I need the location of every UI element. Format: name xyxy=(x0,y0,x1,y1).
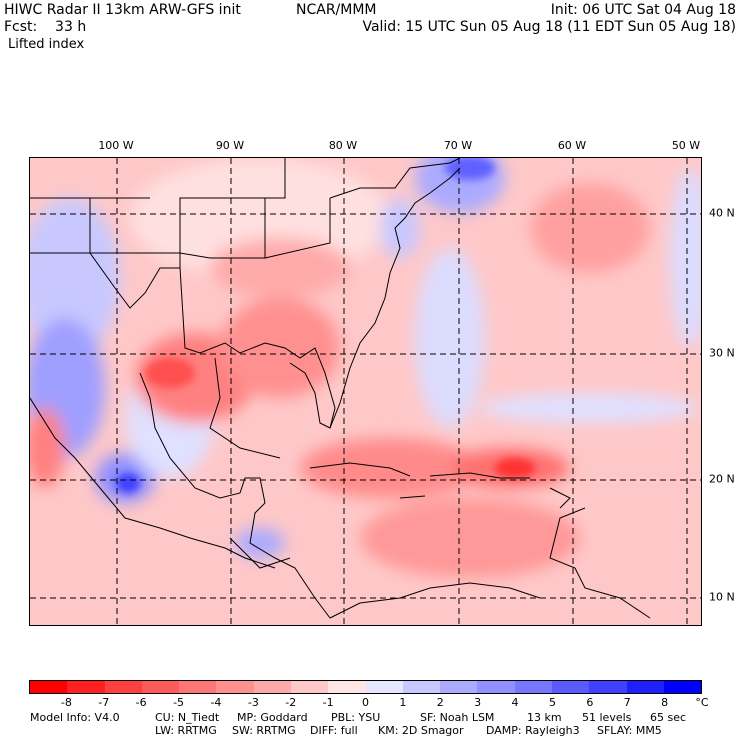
lon-label-80w: 80 W xyxy=(328,139,358,152)
colorbar-tick-label: -4 xyxy=(210,696,222,709)
footer-damp: DAMP: Rayleigh3 xyxy=(486,724,580,737)
map-svg xyxy=(30,158,701,625)
colorbar-tick-label: -7 xyxy=(98,696,110,709)
colorbar-tick-label: 6 xyxy=(586,696,594,709)
colorbar-tick-label: 4 xyxy=(511,696,519,709)
colorbar-tick-label: -6 xyxy=(135,696,147,709)
header-init-time: Init: 06 UTC Sat 04 Aug 18 xyxy=(550,2,736,18)
field-highlights xyxy=(116,158,535,493)
colorbar-swatch xyxy=(477,681,515,693)
header-institution: NCAR/MMM xyxy=(296,2,377,18)
footer-diff: DIFF: full xyxy=(310,724,358,737)
colorbar-tick-label: 2 xyxy=(436,696,444,709)
colorbar-swatch xyxy=(589,681,627,693)
colorbar-unit: °C xyxy=(695,696,709,709)
lifted-index-map xyxy=(29,157,702,626)
footer-km: KM: 2D Smagor xyxy=(378,724,464,737)
colorbar-swatch xyxy=(551,681,590,693)
footer-sf: SF: Noah LSM xyxy=(420,711,495,724)
colorbar-tick-label: -2 xyxy=(285,696,297,709)
colorbar-swatch xyxy=(30,681,68,693)
footer-pbl: PBL: YSU xyxy=(331,711,381,724)
colorbar-tick-label: -1 xyxy=(322,696,334,709)
graticule xyxy=(30,158,701,625)
colorbar-swatch xyxy=(104,681,142,693)
colorbar-swatch xyxy=(514,681,552,693)
colorbar xyxy=(29,680,702,694)
colorbar-swatch xyxy=(328,681,366,693)
colorbar-tick-label: 7 xyxy=(623,696,631,709)
colorbar-tick-label: -8 xyxy=(60,696,72,709)
header-title: HIWC Radar II 13km ARW-GFS init xyxy=(4,2,241,18)
header-valid-time: Valid: 15 UTC Sun 05 Aug 18 (11 EDT Sun … xyxy=(362,19,736,35)
footer-levels: 51 levels xyxy=(582,711,632,724)
colorbar-swatch xyxy=(141,681,180,693)
lon-label-90w: 90 W xyxy=(215,139,245,152)
lat-label-40n: 40 N xyxy=(709,206,735,220)
colorbar-swatch xyxy=(290,681,329,693)
colorbar-tick-label: -3 xyxy=(247,696,259,709)
colorbar-tick-label: 0 xyxy=(362,696,369,709)
footer-cu: CU: N_Tiedt xyxy=(155,711,220,724)
colorbar-tick-label: 5 xyxy=(548,696,556,709)
colorbar-tick-label: -5 xyxy=(173,696,185,709)
colorbar-swatch xyxy=(365,681,403,693)
lat-label-30n: 30 N xyxy=(709,346,735,360)
lat-label-10n: 10 N xyxy=(709,590,735,604)
lon-label-100w: 100 W xyxy=(98,139,134,152)
lon-label-60w: 60 W xyxy=(557,139,587,152)
footer-sw: SW: RRTMG xyxy=(232,724,296,737)
colorbar-swatch xyxy=(216,681,254,693)
colorbar-tick-label: 3 xyxy=(474,696,482,709)
footer-mp: MP: Goddard xyxy=(237,711,308,724)
colorbar-swatch xyxy=(253,681,291,693)
footer-lw: LW: RRTMG xyxy=(155,724,217,737)
footer-resolution: 13 km xyxy=(527,711,562,724)
header-field-name: Lifted index xyxy=(8,37,85,52)
colorbar-swatch xyxy=(440,681,478,693)
footer-timestep: 65 sec xyxy=(650,711,687,724)
colorbar-tick-label: 1 xyxy=(399,696,407,709)
footer-model-info: Model Info: V4.0 xyxy=(30,711,120,724)
colorbar-tick-label: 8 xyxy=(661,696,669,709)
footer-sflay: SFLAY: MM5 xyxy=(597,724,662,737)
colorbar-swatch xyxy=(626,681,664,693)
header-forecast-hour: Fcst: 33 h xyxy=(4,19,87,35)
lat-label-20n: 20 N xyxy=(709,472,735,486)
colorbar-swatch xyxy=(179,681,217,693)
colorbar-swatch xyxy=(67,681,105,693)
lon-label-50w: 50 W xyxy=(671,139,701,152)
lon-label-70w: 70 W xyxy=(443,139,473,152)
colorbar-swatch xyxy=(402,681,441,693)
colorbar-swatch xyxy=(663,681,702,693)
